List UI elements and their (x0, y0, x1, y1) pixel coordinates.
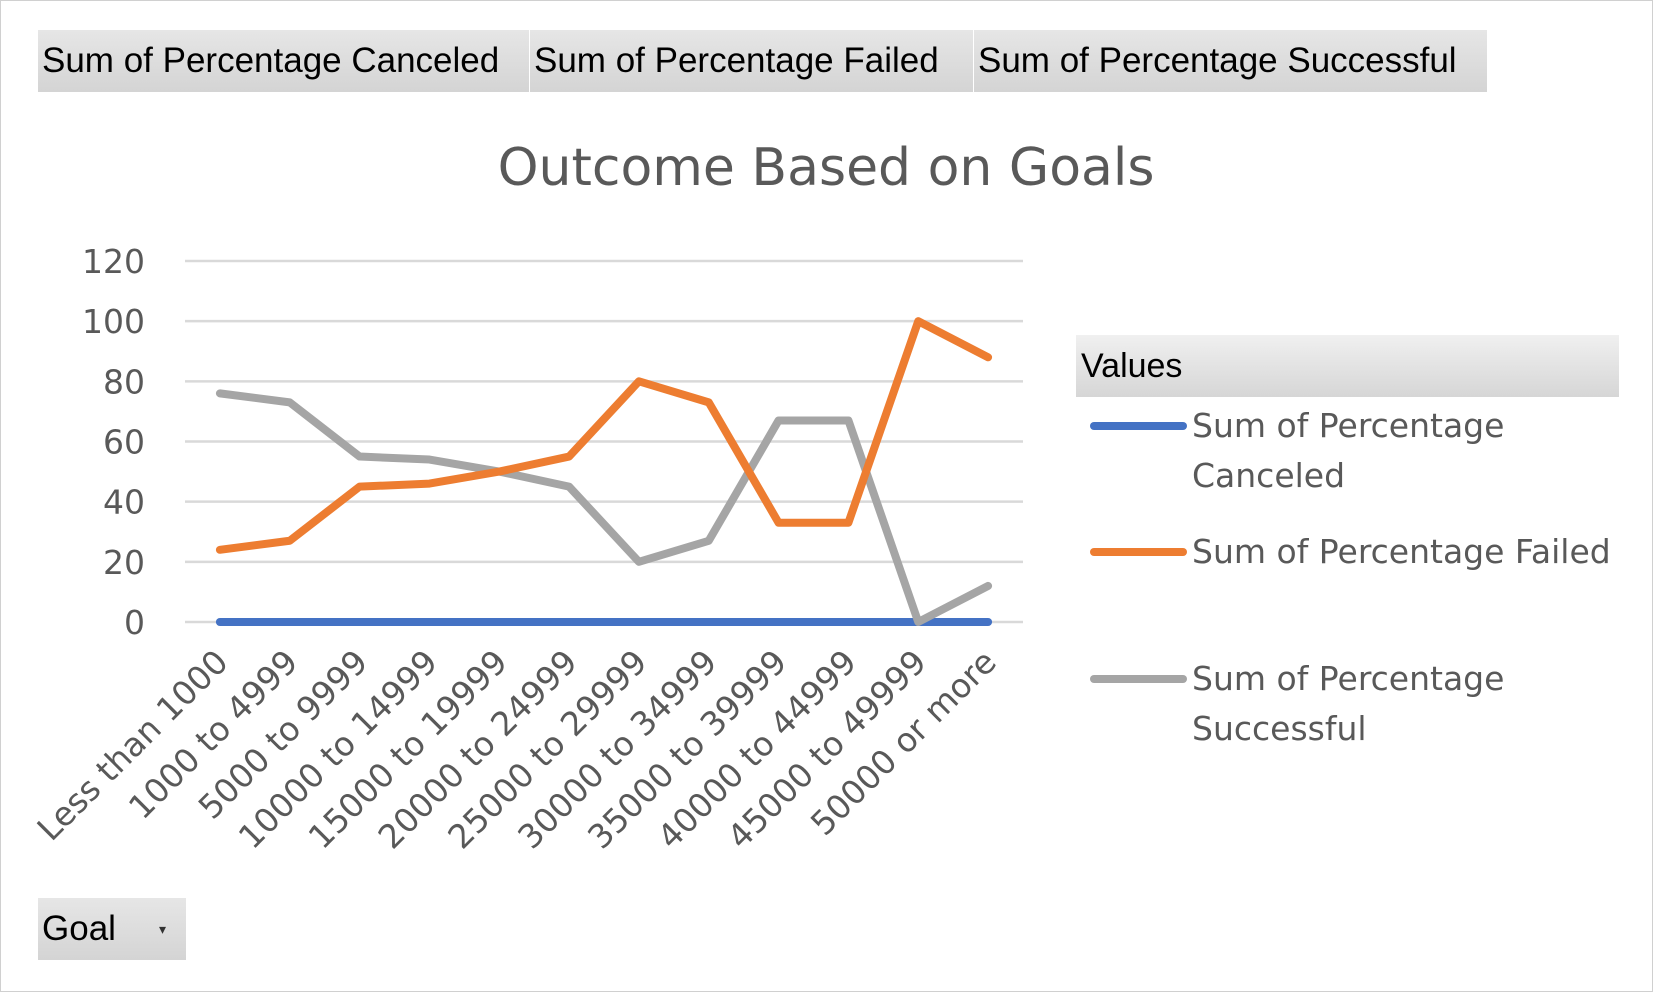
legend-label: Sum of Percentage (1192, 659, 1504, 698)
field-button-failed[interactable]: Sum of Percentage Failed (529, 30, 973, 92)
y-tick-label: 60 (103, 423, 145, 462)
legend: Sum of Percentage Canceled Sum of Percenta… (1090, 406, 1611, 748)
y-tick-label: 80 (103, 362, 145, 401)
y-tick-label: 20 (103, 543, 145, 582)
goal-field-label: Goal (42, 909, 116, 948)
legend-label: Canceled (1192, 456, 1345, 495)
y-tick-label: 40 (103, 483, 145, 522)
legend-label: Successful (1192, 709, 1367, 748)
legend-label: Sum of Percentage Failed (1192, 532, 1611, 571)
goal-field-button[interactable]: Goal ▾ (38, 898, 186, 960)
field-button-canceled[interactable]: Sum of Percentage Canceled (38, 30, 529, 92)
chart-title: Outcome Based on Goals (498, 138, 1155, 198)
y-axis: 0 20 40 60 80 100 120 (82, 242, 145, 642)
series-line (215, 389, 993, 626)
legend-label: Sum of Percentage (1192, 406, 1504, 445)
y-tick-label: 120 (82, 242, 145, 281)
y-tick-label: 0 (124, 603, 145, 642)
field-button-successful[interactable]: Sum of Percentage Successful (973, 30, 1487, 92)
dropdown-arrow-icon[interactable]: ▾ (158, 921, 166, 937)
series-line (215, 317, 993, 554)
legend-header[interactable]: Values (1076, 335, 1619, 397)
series-lines (215, 317, 993, 626)
y-tick-label: 100 (82, 302, 145, 341)
